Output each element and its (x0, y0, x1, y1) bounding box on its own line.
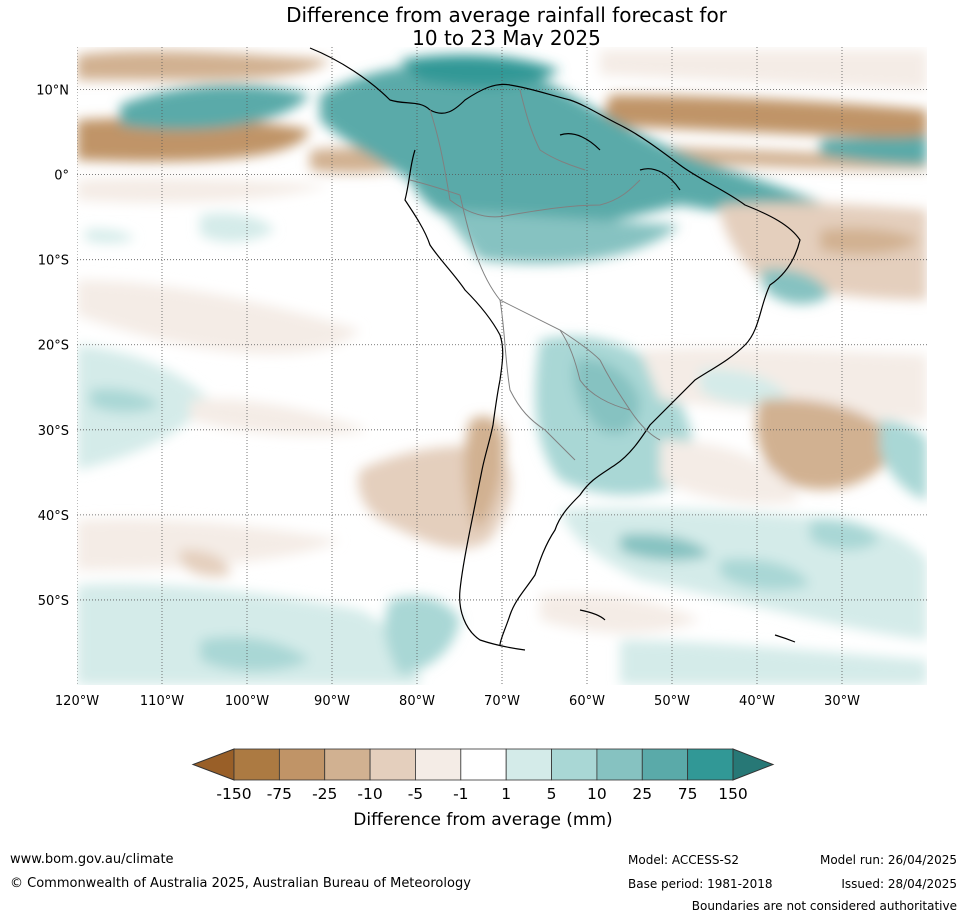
lon-tick-label: 100°W (225, 694, 269, 709)
colorbar-swatch (278, 748, 326, 781)
copyright-text: © Commonwealth of Australia 2025, Austra… (10, 876, 471, 891)
issued-date: Issued: 28/04/2025 (841, 877, 957, 891)
lon-tick-label: 40°W (739, 694, 775, 709)
colorbar: -150 -75 -25 -10 -5 -1 1 5 10 25 75 150 Difference f… (191, 748, 775, 830)
title-line-1: Difference from average rainfall forecas… (286, 3, 727, 27)
colorbar-swatch (641, 748, 689, 781)
colorbar-tick-label: -5 (408, 785, 423, 803)
lon-tick-label: 90°W (314, 694, 350, 709)
colorbar-swatch (687, 748, 734, 781)
colorbar-over-arrow (732, 748, 775, 781)
colorbar-tick-label: 150 (718, 785, 748, 803)
colorbar-swatch (460, 748, 507, 781)
lat-tick-label: 10°N (36, 84, 69, 99)
lon-tick-label: 70°W (484, 694, 520, 709)
lon-tick-label: 80°W (399, 694, 435, 709)
website-link[interactable]: www.bom.gov.au/climate (10, 852, 174, 867)
lat-tick-label: 30°S (38, 424, 69, 439)
colorbar-swatch (505, 748, 552, 781)
colorbar-swatch (551, 748, 598, 781)
colorbar-swatch (233, 748, 280, 781)
lat-tick-label: 20°S (38, 339, 69, 354)
colorbar-swatch (596, 748, 643, 781)
colorbar-tick-label: 75 (678, 785, 698, 803)
map-axes: 10°N 0° 10°S 20°S 30°S 40°S 50°S 120°W 110°W 100°… (36, 84, 860, 709)
lon-tick-label: 110°W (140, 694, 184, 709)
graticule (77, 47, 927, 685)
lat-tick-label: 10°S (38, 254, 69, 269)
model-name: Model: ACCESS-S2 (628, 853, 740, 867)
colorbar-swatch (369, 748, 416, 781)
lat-tick-label: 0° (54, 169, 69, 184)
colorbar-tick-label: 5 (547, 785, 557, 803)
colorbar-tick-label: -25 (312, 785, 337, 803)
colorbar-label: Difference from average (mm) (353, 810, 612, 830)
colorbar-tick-label: 25 (632, 785, 652, 803)
model-run-date: Model run: 26/04/2025 (819, 853, 957, 867)
chart-title: Difference from average rainfall forecas… (0, 4, 965, 50)
lat-tick-label: 50°S (38, 594, 69, 609)
colorbar-swatch (324, 748, 371, 781)
lon-tick-label: 60°W (569, 694, 605, 709)
lat-tick-label: 40°S (38, 509, 69, 524)
boundaries-disclaimer: Boundaries are not considered authoritat… (691, 899, 957, 913)
colorbar-tick-label: 1 (501, 785, 511, 803)
colorbar-under-arrow (191, 748, 235, 781)
colorbar-tick-label: -150 (216, 785, 251, 803)
colorbar-tick-label: -10 (357, 785, 382, 803)
base-period: Base period: 1981-2018 (628, 877, 773, 891)
lon-tick-label: 50°W (654, 694, 690, 709)
colorbar-tick-label: 10 (587, 785, 607, 803)
coastlines (309, 47, 801, 651)
country-borders (409, 89, 661, 461)
lon-tick-label: 30°W (824, 694, 860, 709)
colorbar-tick-label: -1 (453, 785, 468, 803)
colorbar-swatch (415, 748, 462, 781)
colorbar-tick-label: -75 (267, 785, 292, 803)
title-line-2: 10 to 23 May 2025 (412, 26, 601, 50)
lon-tick-label: 120°W (55, 694, 99, 709)
